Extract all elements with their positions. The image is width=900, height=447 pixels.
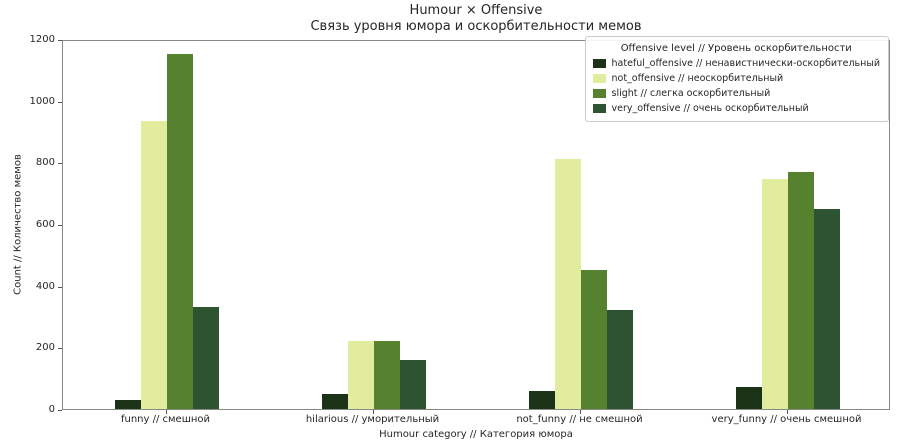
legend-item-label: hateful_offensive // ненавистнически-оск… [611, 58, 881, 69]
bar-not_offensive-2 [347, 341, 374, 409]
legend-item: hateful_offensive // ненавистнически-оск… [592, 56, 881, 71]
x-tick-mark [372, 410, 374, 414]
y-tick-label: 600 [35, 219, 55, 230]
legend-item: slight // слегка оскорбительный [592, 86, 881, 101]
bar-not_offensive-4 [761, 179, 788, 409]
bar-slight-3 [580, 270, 607, 409]
bar-slight-2 [373, 341, 400, 409]
x-tick-label: very_funny // очень смешной [711, 414, 862, 425]
bar-very_offensive-4 [813, 208, 840, 409]
legend-item-label: slight // слегка оскорбительный [611, 88, 771, 99]
y-tick-mark [58, 163, 62, 165]
y-tick-label: 200 [35, 342, 55, 354]
x-tick-mark [165, 410, 167, 414]
x-axis-label: Humour category // Категория юмора [379, 429, 573, 440]
legend-items: hateful_offensive // ненавистнически-оск… [592, 56, 881, 116]
y-tick-label: 1000 [29, 95, 55, 107]
legend-swatch-icon [592, 59, 606, 68]
y-tick-mark [58, 348, 62, 350]
legend-swatch-icon [592, 74, 606, 83]
legend-item-label: very_offensive // очень оскорбительный [611, 103, 809, 114]
bar-slight-1 [166, 54, 193, 409]
y-tick-label: 400 [35, 280, 55, 292]
chart-subtitle: Связь уровня юмора и оскорбительности ме… [310, 19, 642, 34]
bar-very_offensive-1 [192, 307, 219, 409]
bar-not_offensive-3 [554, 159, 581, 409]
x-tick-mark [579, 410, 581, 414]
y-tick-label: 0 [48, 404, 55, 415]
legend-item-label: not_offensive // неоскорбительный [611, 73, 784, 84]
y-tick-mark [58, 286, 62, 288]
legend-swatch-icon [592, 89, 606, 98]
legend-item: very_offensive // очень оскорбительный [592, 101, 881, 116]
bar-hateful_offensive-4 [735, 387, 762, 409]
legend-item: not_offensive // неоскорбительный [592, 71, 881, 86]
x-tick-label: funny // смешной [120, 414, 211, 425]
bar-hateful_offensive-1 [114, 399, 141, 409]
bar-slight-4 [787, 171, 814, 409]
bar-very_offensive-2 [399, 359, 426, 409]
y-tick-label: 1200 [29, 34, 55, 45]
y-tick-mark [58, 225, 62, 226]
y-tick-mark [58, 101, 62, 103]
y-tick-mark [58, 40, 62, 41]
bar-hateful_offensive-3 [528, 390, 555, 409]
bar-not_offensive-1 [140, 120, 167, 409]
x-tick-label: not_funny // не смешной [516, 414, 643, 425]
legend-swatch-icon [592, 104, 606, 113]
x-tick-label: hilarious // уморительный [305, 414, 440, 425]
legend: Offensive level // Уровень оскорбительно… [584, 36, 889, 122]
y-tick-label: 800 [35, 157, 55, 169]
chart-title-block: Humour × Offensive Связь уровня юмора и … [62, 3, 890, 35]
bar-very_offensive-3 [606, 310, 633, 409]
x-tick-mark [786, 410, 788, 414]
bar-hateful_offensive-2 [321, 393, 348, 409]
legend-title: Offensive level // Уровень оскорбительно… [620, 43, 852, 54]
chart-title: Humour × Offensive [409, 3, 543, 18]
y-tick-mark [58, 410, 62, 411]
